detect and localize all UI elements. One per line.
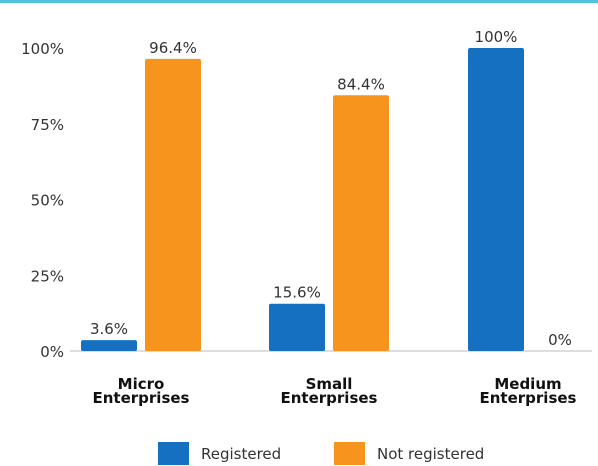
legend-label: Not registered: [377, 445, 484, 463]
bar: [468, 48, 524, 351]
data-label: 100%: [475, 28, 518, 46]
data-label: 96.4%: [149, 39, 197, 57]
category-label: Enterprises: [281, 389, 378, 407]
data-label: 3.6%: [90, 320, 128, 338]
category-label: Enterprises: [93, 389, 190, 407]
legend-swatch: [158, 442, 189, 465]
bar: [333, 95, 389, 351]
legend-label: Registered: [201, 445, 281, 463]
category-label: Small: [306, 375, 353, 393]
data-label: 84.4%: [337, 75, 385, 93]
legend-swatch: [334, 442, 365, 465]
y-tick-label: 50%: [31, 192, 64, 210]
y-tick-label: 0%: [40, 343, 64, 361]
y-tick-label: 100%: [21, 40, 64, 58]
y-tick-label: 25%: [31, 267, 64, 285]
top-accent-rule: [0, 0, 598, 3]
data-label: 15.6%: [273, 284, 321, 302]
bar: [81, 340, 137, 351]
data-label: 0%: [548, 331, 572, 349]
bar: [145, 58, 201, 352]
category-label: Medium: [494, 375, 561, 393]
category-label: Enterprises: [480, 389, 577, 407]
y-tick-label: 75%: [31, 116, 64, 134]
category-label: Micro: [118, 375, 165, 393]
bar: [269, 303, 325, 351]
